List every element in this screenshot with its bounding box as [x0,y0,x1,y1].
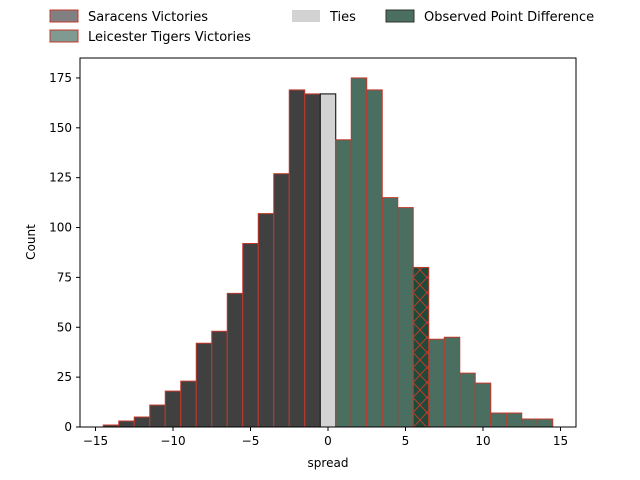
histogram-bar [366,89,383,428]
observed-point-difference-bar [412,266,430,428]
histogram-bar [118,420,135,428]
x-tick-label: −5 [242,434,260,448]
histogram-bar [397,207,414,428]
legend-swatch [49,9,79,23]
legend: Saracens Victories Leicester Tigers Victo… [49,9,594,45]
histogram-bar [350,77,368,428]
x-tick-label: −15 [83,434,108,448]
legend-swatch [385,9,415,23]
y-tick-label: 50 [57,320,72,334]
histogram-bar [226,292,244,428]
bars-group [102,77,554,428]
legend-label: Leicester Tigers Victories [88,30,251,45]
legend-label: Saracens Victories [88,10,208,25]
histogram-bar [536,418,554,428]
histogram-bar [335,139,352,428]
y-tick-label: 175 [49,71,72,85]
histogram-bar [273,173,290,428]
y-tick-label: 100 [49,221,72,235]
histogram-bar [505,412,523,428]
y-axis-label: Count [24,224,38,260]
histogram-bar [164,390,182,428]
legend-label: Ties [329,10,356,25]
histogram-bar [381,197,399,428]
x-tick-label: 10 [475,434,490,448]
x-tick-label: 15 [553,434,568,448]
legend-label: Observed Point Difference [424,10,594,25]
y-axis: 0 25 50 75 100 125 150 175 [49,71,80,434]
histogram-bar [474,382,492,428]
histogram-bar [319,93,337,428]
y-tick-label: 150 [49,121,72,135]
histogram-bar [443,336,461,428]
histogram-bar [242,242,259,428]
x-tick-label: −10 [160,434,185,448]
x-axis-label: spread [308,456,349,470]
histogram-bar [180,380,197,428]
x-axis: −15 −10 −5 0 5 10 15 [83,427,568,448]
histogram-bar [211,330,228,428]
legend-swatch [49,29,79,43]
histogram-bar [195,342,213,428]
histogram-bar [149,404,166,428]
histogram-bar [288,89,306,428]
histogram-bar [304,93,321,428]
histogram-bar [133,416,151,428]
x-tick-label: 0 [324,434,332,448]
histogram-bar [257,213,275,428]
y-tick-label: 75 [57,270,72,284]
histogram-bar [490,412,507,428]
legend-swatch [292,10,320,22]
histogram-bar [428,338,445,428]
histogram-bar [459,372,476,428]
y-tick-label: 25 [57,370,72,384]
x-tick-label: 5 [402,434,410,448]
y-tick-label: 125 [49,171,72,185]
histogram-bar [521,418,538,428]
y-tick-label: 0 [64,420,72,434]
